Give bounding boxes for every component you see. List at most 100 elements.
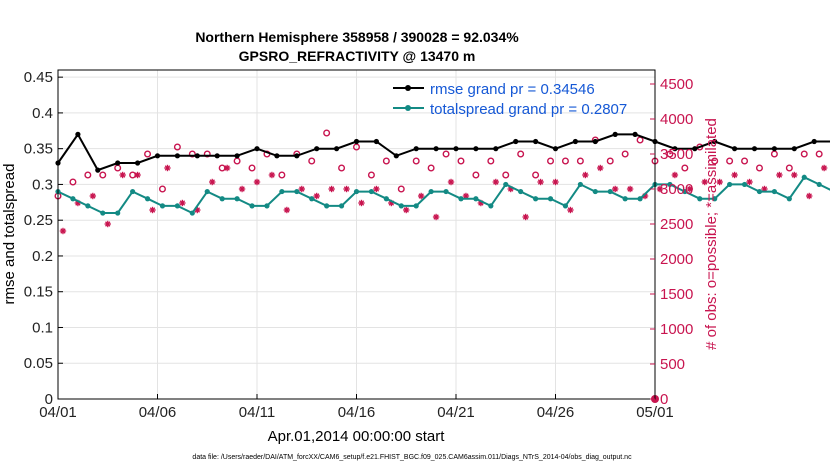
possible-point-123 <box>666 150 674 158</box>
x-axis-ticks: 04/01 04/06 04/11 04/16 04/21 04/26 05/01 <box>39 394 674 421</box>
rmse-point-23 <box>513 138 519 145</box>
rmse-point-12 <box>294 153 300 159</box>
totalspread-line <box>57 176 830 215</box>
assimilated-obs-markers <box>59 164 828 235</box>
assimilated-point-25 <box>179 199 186 207</box>
assimilated-point-154 <box>820 164 828 172</box>
totalspread-point-42 <box>682 188 688 195</box>
x-tick-label-5: 04/26 <box>537 404 575 421</box>
totalspread-point-30 <box>503 181 509 188</box>
legend-rmse-label: rmse grand pr = 0.34546 <box>430 81 595 98</box>
rmse-point-7 <box>194 153 200 159</box>
assimilated-point-94 <box>522 213 529 221</box>
x-axis-label: Apr.01,2014 00:00:00 start <box>268 428 446 445</box>
possible-point-153 <box>815 150 823 158</box>
assimilated-point-136 <box>731 171 738 179</box>
rmse-point-35 <box>751 146 758 152</box>
chart-subtitle: GPSRO_REFRACTIVITY @ 13470 m <box>239 48 476 64</box>
y2-axis-label: # of obs: o=possible; *=assimilated <box>703 118 720 350</box>
totalspread-point-39 <box>637 196 643 202</box>
totalspread-point-38 <box>622 196 628 202</box>
rmse-point-33 <box>712 138 718 145</box>
totalspread-point-9 <box>189 210 195 216</box>
rmse-series <box>55 131 830 173</box>
totalspread-point-41 <box>667 181 673 188</box>
rmse-point-19 <box>433 146 439 152</box>
y2-tick-label-6: 3000 <box>660 181 693 198</box>
possible-point-57 <box>338 164 346 172</box>
totalspread-point-3 <box>100 210 106 216</box>
assimilated-point-52 <box>313 192 320 200</box>
rmse-point-1 <box>75 131 81 137</box>
possible-point-72 <box>412 157 420 165</box>
totalspread-point-31 <box>518 188 524 195</box>
assimilated-point-127 <box>686 185 694 193</box>
rmse-point-38 <box>811 138 817 145</box>
totalspread-point-33 <box>547 196 554 202</box>
possible-point-39 <box>248 164 256 172</box>
possible-point-3 <box>69 178 77 186</box>
rmse-point-24 <box>533 138 539 145</box>
y2-tick-label-8: 4000 <box>660 111 693 128</box>
assimilated-point-130 <box>701 178 708 186</box>
totalspread-point-13 <box>249 203 255 209</box>
rmse-point-13 <box>314 146 320 152</box>
totalspread-point-4 <box>115 210 121 216</box>
possible-point-141 <box>755 164 763 172</box>
x-tick-label-4: 04/21 <box>437 404 475 421</box>
totalspread-point-21 <box>368 188 375 195</box>
possible-point-75 <box>427 164 435 172</box>
assimilated-point-10 <box>104 220 111 228</box>
possible-point-114 <box>621 150 629 158</box>
totalspread-point-46 <box>741 181 748 188</box>
totalspread-point-25 <box>428 188 434 195</box>
rmse-point-17 <box>393 153 399 159</box>
possible-point-18 <box>144 150 152 158</box>
assimilated-point-55 <box>328 185 335 193</box>
rmse-point-11 <box>274 153 280 159</box>
totalspread-point-28 <box>473 196 479 202</box>
totalspread-point-34 <box>562 203 569 209</box>
possible-point-111 <box>606 157 614 165</box>
assimilated-point-112 <box>612 185 619 193</box>
possible-point-147 <box>785 164 793 172</box>
possible-point-138 <box>741 157 749 165</box>
y-tick-label-7: 0.35 <box>24 141 53 158</box>
totalspread-point-11 <box>219 196 225 202</box>
assimilated-point-121 <box>656 185 664 193</box>
y-tick-label-9: 0.45 <box>24 69 53 86</box>
assimilated-point-7 <box>89 192 97 200</box>
possible-point-150 <box>800 150 808 158</box>
y-tick-label-3: 0.15 <box>24 284 53 301</box>
rmse-point-25 <box>552 146 559 152</box>
totalspread-point-48 <box>771 188 778 195</box>
totalspread-point-17 <box>309 196 315 202</box>
assimilated-point-73 <box>417 192 425 200</box>
assimilated-point-31 <box>209 178 216 186</box>
rmse-point-16 <box>373 138 379 145</box>
possible-point-93 <box>517 150 525 158</box>
totalspread-point-10 <box>204 188 210 195</box>
assimilated-point-43 <box>268 171 276 179</box>
possible-point-87 <box>487 157 495 165</box>
assimilated-point-34 <box>223 164 231 172</box>
y2-tick-label-5: 2500 <box>660 216 693 233</box>
possible-point-135 <box>726 157 734 165</box>
y-tick-label-2: 0.1 <box>32 319 53 336</box>
y2-tick-label-2: 1000 <box>660 321 693 338</box>
possible-point-6 <box>84 171 92 179</box>
totalspread-point-29 <box>488 203 494 209</box>
possible-point-81 <box>457 157 465 165</box>
assimilated-point-37 <box>238 185 246 193</box>
assimilated-point-103 <box>567 206 574 214</box>
totalspread-point-47 <box>756 188 763 195</box>
y2-tick-label-1: 500 <box>660 356 685 373</box>
possible-point-132 <box>711 157 719 165</box>
rmse-point-37 <box>791 146 797 152</box>
rmse-point-21 <box>473 146 479 152</box>
possible-point-9 <box>99 171 107 179</box>
grid <box>57 70 656 400</box>
possible-point-51 <box>308 157 316 165</box>
rmse-point-26 <box>572 138 579 145</box>
chart-title: Northern Hemisphere 358958 / 390028 = 92… <box>195 29 519 45</box>
